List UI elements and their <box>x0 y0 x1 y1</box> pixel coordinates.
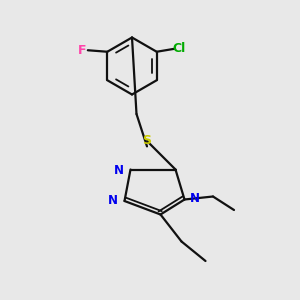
Text: N: N <box>114 164 124 177</box>
Text: S: S <box>142 134 152 148</box>
Text: Cl: Cl <box>172 42 185 55</box>
Text: N: N <box>108 194 118 208</box>
Text: F: F <box>78 44 87 57</box>
Text: N: N <box>190 191 200 205</box>
